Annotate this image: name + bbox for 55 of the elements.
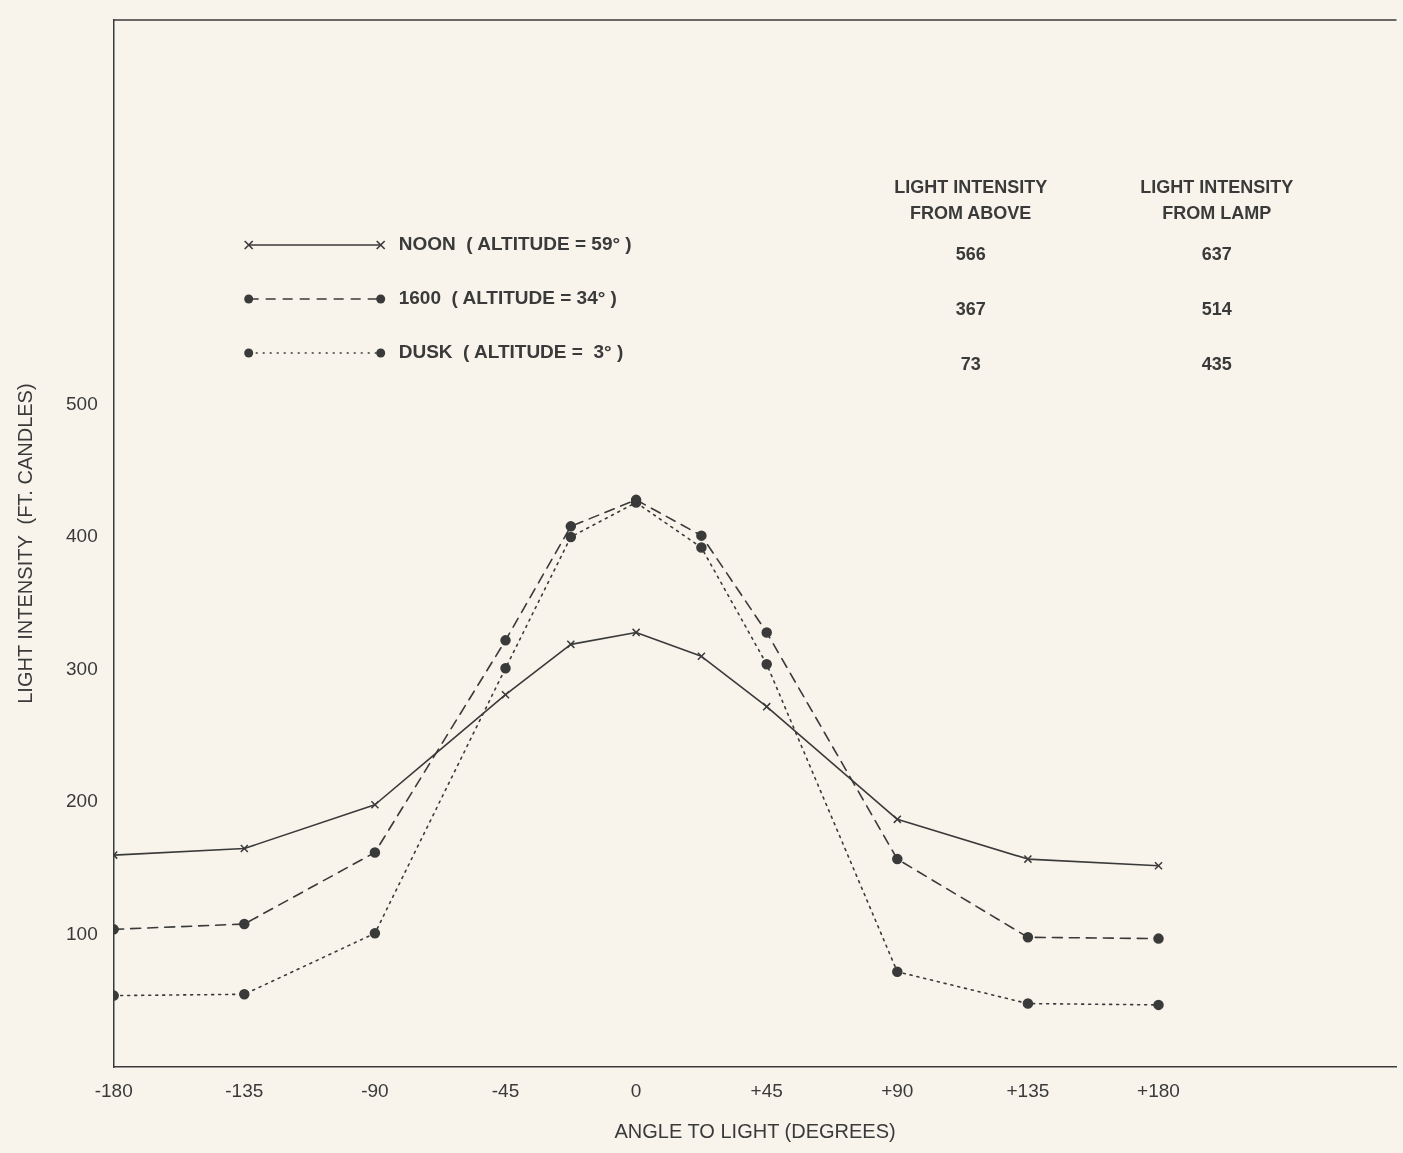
y-axis-title: LIGHT INTENSITY (FT. CANDLES) [13, 383, 36, 704]
x-tick-label: -180 [94, 1079, 133, 1101]
point [761, 658, 772, 670]
legend-label: DUSK ( ALTITUDE = 3° ) [398, 341, 624, 363]
annotation: 367 [955, 298, 986, 319]
point [892, 966, 903, 978]
point [696, 530, 707, 541]
y-tick-label: 400 [66, 525, 98, 547]
point [892, 853, 903, 865]
annotation: LIGHT INTENSITY FROM ABOVE [894, 176, 1048, 223]
point [500, 635, 511, 646]
x-tick-label: +90 [881, 1079, 914, 1101]
annotation: 73 [960, 353, 981, 374]
point [500, 662, 511, 674]
point [369, 928, 381, 939]
point [1023, 854, 1033, 864]
annotation: LIGHT INTENSITY FROM LAMP [1140, 176, 1294, 223]
point [697, 651, 706, 661]
point [239, 989, 250, 1000]
point [369, 847, 381, 858]
point [631, 628, 641, 637]
y-tick-label: 100 [66, 922, 98, 944]
point [239, 918, 250, 930]
point [893, 815, 902, 824]
point [240, 844, 249, 853]
point [696, 542, 707, 553]
x-axis-title: ANGLE TO LIGHT (DEGREES) [614, 1119, 896, 1142]
point [1153, 933, 1164, 944]
point [761, 627, 772, 638]
point [501, 690, 510, 699]
point [762, 702, 771, 711]
point [1153, 999, 1164, 1011]
x-tick-label: 0 [630, 1079, 642, 1101]
point [565, 521, 577, 532]
point [1154, 861, 1163, 870]
x-tick-label: +135 [1006, 1079, 1050, 1101]
annotation: 637 [1201, 243, 1232, 264]
annotation: 566 [955, 243, 986, 264]
x-tick-label: -90 [361, 1079, 389, 1101]
point [370, 800, 380, 810]
annotation: 514 [1201, 298, 1232, 319]
x-tick-label: -135 [225, 1079, 264, 1101]
x-tick-label: +45 [750, 1079, 783, 1101]
legend-label: 1600 ( ALTITUDE = 34° ) [398, 287, 617, 309]
legend-label: NOON ( ALTITUDE = 59° ) [398, 233, 632, 255]
x-tick-label: -45 [491, 1079, 520, 1101]
point [1022, 998, 1034, 1009]
y-tick-label: 200 [66, 790, 98, 812]
point [1022, 932, 1034, 943]
annotation: 435 [1201, 353, 1232, 374]
y-tick-label: 300 [66, 657, 98, 679]
x-tick-label: +180 [1137, 1079, 1180, 1101]
point [565, 531, 577, 543]
y-tick-label: 500 [66, 392, 98, 414]
point [566, 640, 576, 649]
